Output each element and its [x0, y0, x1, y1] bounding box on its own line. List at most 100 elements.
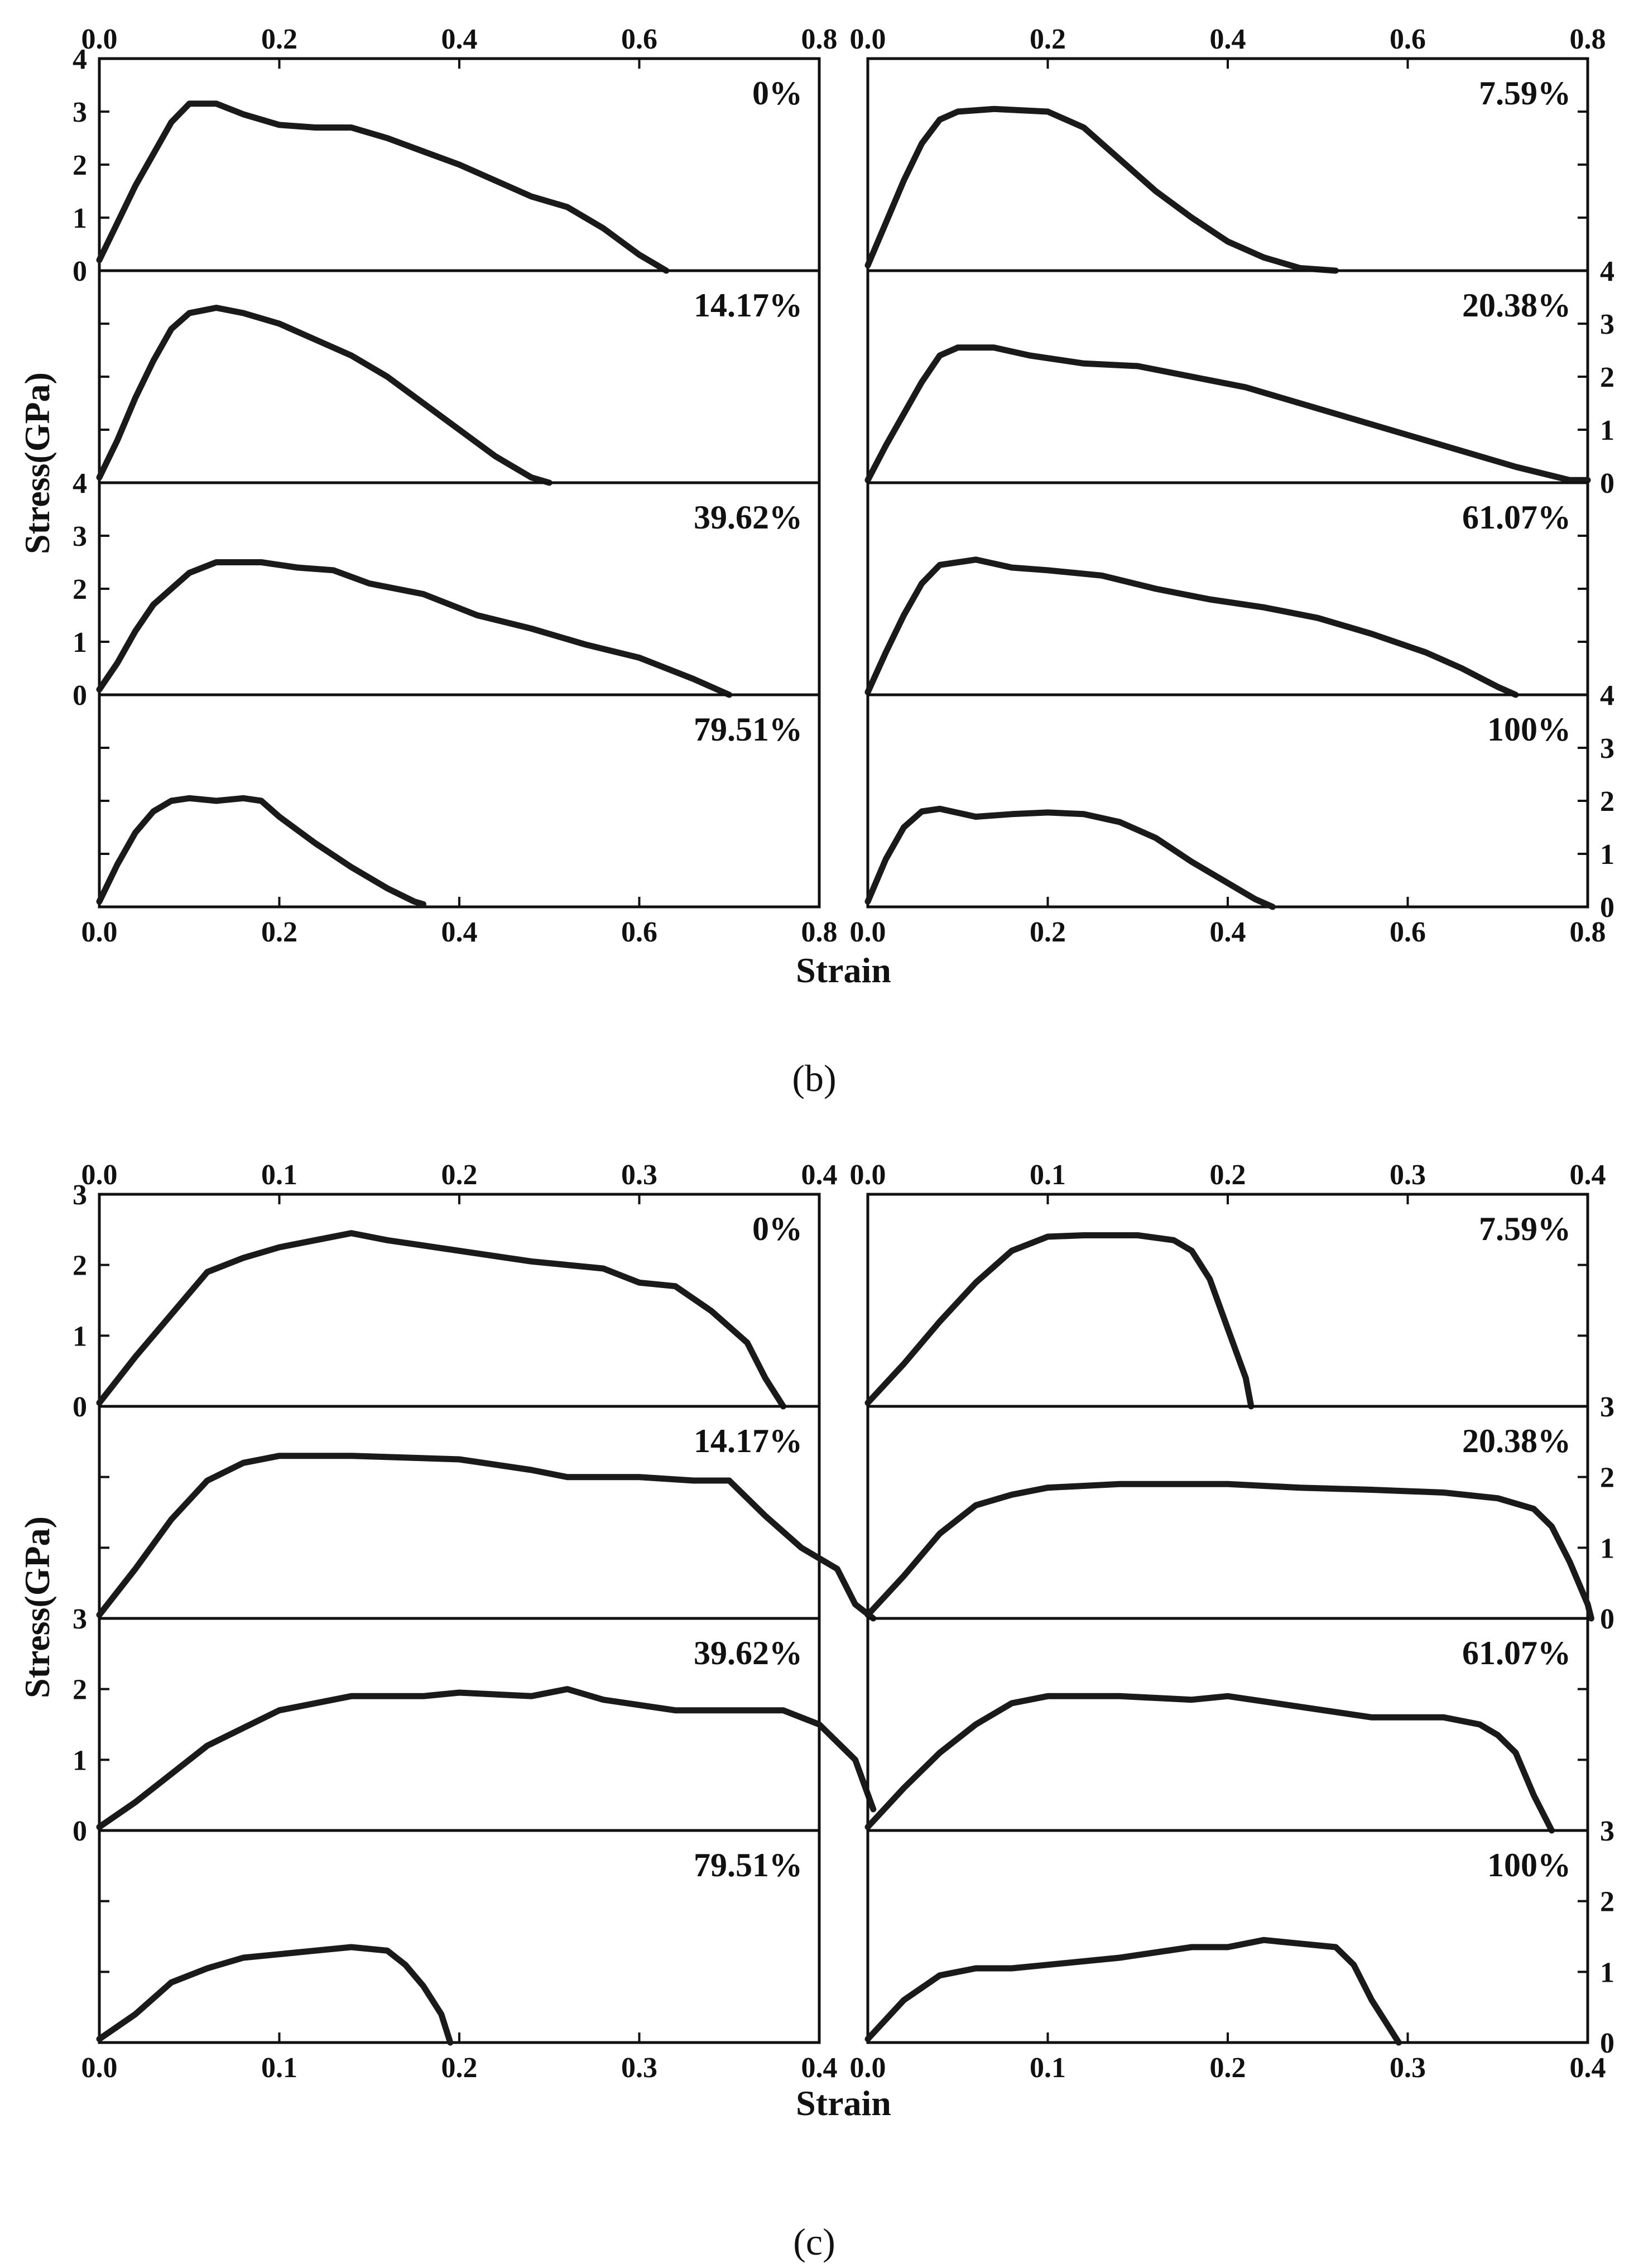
y-axis-title: Stress(GPa)	[17, 1516, 57, 1698]
x-tick-label: 0.0	[850, 2052, 886, 2084]
y-tick-label: 0	[1600, 892, 1614, 924]
panel-label: 14.17%	[694, 287, 803, 324]
x-tick-label: 0.1	[1030, 1159, 1066, 1191]
x-tick-label: 0.2	[441, 2052, 478, 2084]
y-tick-label: 0	[73, 680, 87, 712]
panel-label: 7.59%	[1479, 75, 1571, 112]
caption-b: (b)	[792, 1057, 836, 1099]
y-tick-label: 1	[1600, 415, 1614, 446]
x-tick-label: 0.0	[81, 1159, 118, 1191]
x-tick-label: 0.3	[621, 1159, 657, 1191]
y-tick-label: 3	[73, 1603, 87, 1635]
x-tick-label: 0.4	[1210, 916, 1246, 948]
x-tick-label: 0.4	[801, 2052, 838, 2084]
x-tick-label: 0.0	[81, 2052, 118, 2084]
y-tick-label: 3	[73, 1179, 87, 1211]
y-tick-label: 0	[73, 1815, 87, 1847]
y-tick-label: 2	[73, 150, 87, 181]
panel-label: 39.62%	[694, 1635, 803, 1671]
panel-frame	[98, 1193, 821, 1408]
x-tick-label: 0.6	[1390, 23, 1426, 55]
series-line	[96, 1944, 454, 2046]
x-tick-label: 0.2	[1210, 1159, 1246, 1191]
y-tick-label: 1	[1600, 1532, 1614, 1564]
y-tick-label: 2	[73, 574, 87, 606]
series-line	[96, 559, 733, 698]
series-line	[96, 100, 670, 274]
y-tick-label: 0	[1600, 468, 1614, 499]
x-tick-label: 0.1	[1030, 2052, 1066, 2084]
y-tick-label: 0	[73, 1391, 87, 1423]
x-tick-label: 0.8	[1570, 23, 1606, 55]
x-tick-label: 0.4	[1210, 23, 1246, 55]
panel-frame	[866, 693, 1589, 909]
y-tick-label: 0	[73, 256, 87, 287]
series-line	[96, 1230, 786, 1410]
x-tick-label: 0.3	[621, 2052, 657, 2084]
x-tick-label: 0.0	[850, 916, 886, 948]
x-tick-label: 0.8	[801, 23, 838, 55]
y-tick-label: 2	[73, 1674, 87, 1706]
x-tick-label: 0.4	[441, 23, 478, 55]
y-tick-label: 4	[1600, 680, 1614, 712]
x-tick-label: 0.0	[850, 23, 886, 55]
x-tick-label: 0.2	[441, 1159, 478, 1191]
y-tick-label: 1	[1600, 1957, 1614, 1988]
y-tick-label: 2	[1600, 786, 1614, 818]
panel-label: 0%	[752, 75, 803, 112]
x-tick-label: 0.1	[261, 1159, 297, 1191]
series-line	[864, 1937, 1402, 2046]
panel-label: 61.07%	[1462, 499, 1571, 536]
panel-label: 20.38%	[1462, 287, 1571, 324]
x-tick-label: 0.8	[801, 916, 838, 948]
panel-label: 14.17%	[694, 1423, 803, 1459]
series-line	[96, 305, 552, 486]
y-tick-label: 4	[73, 44, 87, 75]
x-tick-label: 0.6	[1390, 916, 1426, 948]
x-axis-title: Strain	[796, 2083, 891, 2123]
x-tick-label: 0.2	[261, 916, 297, 948]
y-tick-label: 3	[1600, 1815, 1614, 1847]
y-tick-label: 0	[1600, 2027, 1614, 2059]
series-line	[864, 1232, 1255, 1410]
panel-label: 100%	[1487, 1847, 1571, 1883]
panel-label: 100%	[1487, 711, 1571, 748]
y-tick-label: 3	[1600, 309, 1614, 340]
series-line	[96, 1686, 877, 1830]
x-tick-label: 0.2	[1210, 2052, 1246, 2084]
x-tick-label: 0.0	[81, 916, 118, 948]
y-tick-label: 1	[1600, 839, 1614, 871]
series-line	[864, 1481, 1594, 1622]
caption-c: (c)	[793, 2221, 835, 2263]
y-tick-label: 1	[73, 203, 87, 234]
x-tick-label: 0.0	[850, 1159, 886, 1191]
y-tick-label: 0	[1600, 1603, 1614, 1635]
x-tick-label: 0.1	[261, 2052, 297, 2084]
y-tick-label: 3	[1600, 1391, 1614, 1423]
y-tick-label: 2	[1600, 1462, 1614, 1494]
x-tick-label: 0.2	[1030, 23, 1066, 55]
y-tick-label: 2	[73, 1250, 87, 1282]
x-tick-label: 0.4	[441, 916, 478, 948]
panel-label: 20.38%	[1462, 1423, 1571, 1459]
y-tick-label: 1	[73, 1320, 87, 1352]
y-tick-label: 3	[1600, 733, 1614, 765]
panel-label: 39.62%	[694, 499, 803, 536]
y-axis-title: Stress(GPa)	[17, 372, 57, 554]
y-tick-label: 3	[73, 521, 87, 552]
y-tick-label: 1	[73, 1745, 87, 1776]
series-line	[864, 805, 1276, 910]
x-tick-label: 0.3	[1390, 1159, 1426, 1191]
panel-label: 79.51%	[694, 1847, 803, 1883]
y-tick-label: 4	[1600, 256, 1614, 287]
series-line	[864, 556, 1519, 698]
y-tick-label: 2	[1600, 362, 1614, 393]
series-line	[864, 105, 1339, 274]
y-tick-label: 2	[1600, 1886, 1614, 1918]
series-line	[96, 1453, 877, 1622]
x-tick-label: 0.4	[801, 1159, 838, 1191]
series-line	[864, 1693, 1555, 1834]
x-tick-label: 0.0	[81, 23, 118, 55]
series-line	[864, 344, 1591, 483]
